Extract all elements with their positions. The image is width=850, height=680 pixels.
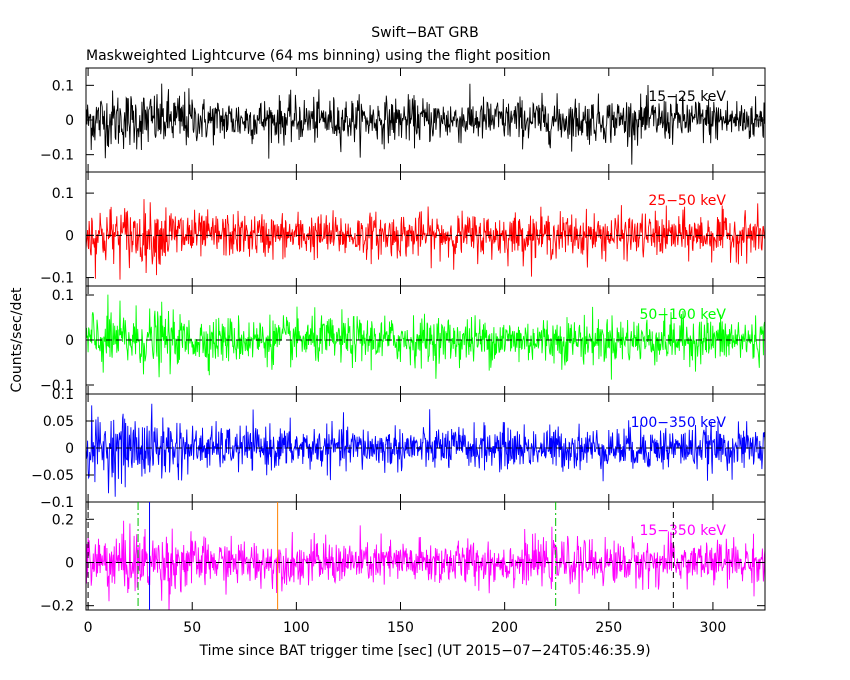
y-tick-label-2-0: −0.1: [40, 378, 74, 394]
y-tick-label-4-2: 0.2: [52, 512, 74, 528]
y-tick-label-3-1: −0.05: [31, 468, 74, 484]
panel-frame-4: [85, 501, 766, 611]
series-line-2: [86, 294, 765, 380]
panel-2: −0.1 0 0.1 50−100 keV: [40, 285, 766, 395]
x-tick-label-4: 200: [491, 620, 518, 636]
band-label-2: 50−100 keV: [639, 307, 726, 323]
x-tick-label-6: 300: [700, 620, 727, 636]
band-label-4: 15−350 keV: [639, 523, 726, 539]
y-tick-label-2-2: 0.1: [52, 288, 74, 304]
y-tick-label-3-3: 0.05: [43, 414, 74, 430]
y-tick-label-3-0: −0.1: [40, 495, 74, 511]
chart-subtitle: Maskweighted Lightcurve (64 ms binning) …: [86, 48, 551, 64]
y-tick-label-2-1: 0: [65, 333, 74, 349]
panel-frame-0: [85, 67, 766, 173]
panel-0: −0.1 0 0.1 15−25 keV: [40, 67, 766, 173]
x-tick-label-2: 100: [283, 620, 310, 636]
band-label-0: 15−25 keV: [648, 89, 726, 105]
panel-3: −0.1 −0.05 0 0.05 0.1 100−350 keV: [31, 387, 766, 511]
series-line-1: [86, 199, 765, 280]
y-tick-label-4-1: 0: [65, 555, 74, 571]
y-tick-label-1-0: −0.1: [40, 271, 74, 287]
band-label-3: 100−350 keV: [631, 415, 727, 431]
series-line-0: [86, 83, 765, 165]
y-tick-label-3-4: 0.1: [52, 387, 74, 403]
x-axis-label: Time since BAT trigger time [sec] (UT 20…: [198, 643, 650, 659]
chart-title: Swift−BAT GRB: [371, 25, 478, 41]
panels-group: −0.1 0 0.1 15−25 keV −0.1 0 0.1 25−50 keV −0.1 0 0…: [31, 67, 766, 615]
y-tick-label-1-2: 0.1: [52, 186, 74, 202]
x-tick-label-5: 250: [595, 620, 622, 636]
series-line-4: [86, 520, 765, 610]
x-tick-label-3: 150: [387, 620, 414, 636]
x-tick-label-0: 0: [84, 620, 93, 636]
panel-4: −0.2 0 0.2 15−350 keV: [40, 501, 766, 615]
panel-1: −0.1 0 0.1 25−50 keV: [40, 171, 766, 287]
x-tick-labels: 0 50 100 150 200 250 300: [84, 620, 727, 636]
y-tick-label-4-0: −0.2: [40, 599, 74, 615]
y-tick-label-3-2: 0: [65, 441, 74, 457]
y-axis-label: Counts/sec/det: [9, 287, 25, 392]
series-line-3: [86, 403, 765, 497]
x-tick-label-1: 50: [183, 620, 201, 636]
y-tick-label-0-1: 0: [65, 113, 74, 129]
y-tick-label-0-2: 0.1: [52, 78, 74, 94]
y-tick-label-1-1: 0: [65, 228, 74, 244]
y-tick-label-0-0: −0.1: [40, 148, 74, 164]
band-label-1: 25−50 keV: [648, 193, 726, 209]
